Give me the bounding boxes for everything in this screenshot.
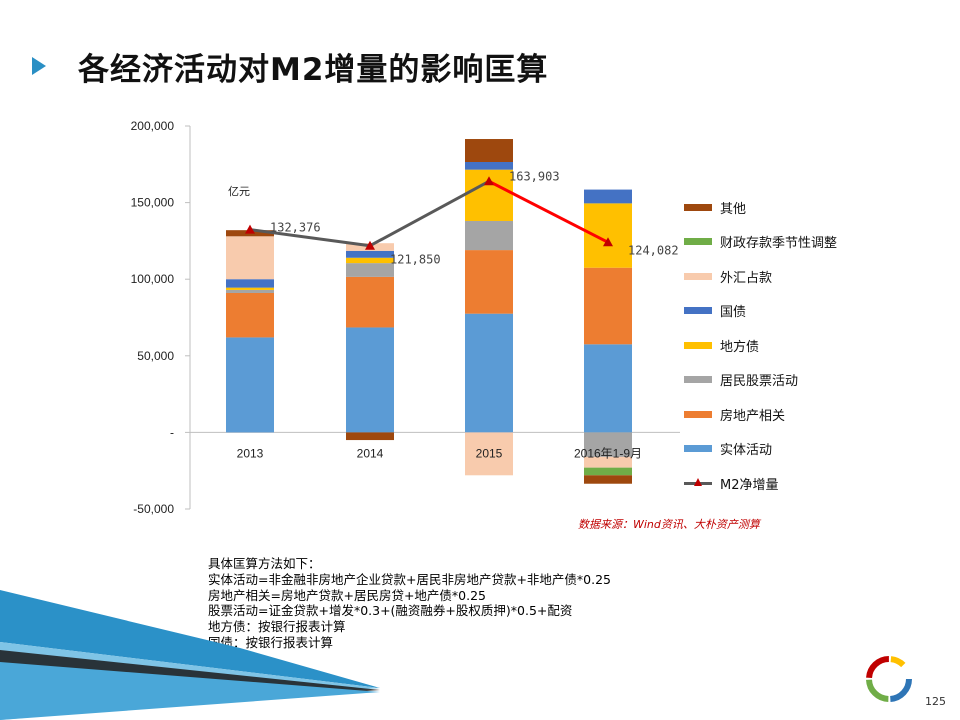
bar-segment [346,263,394,277]
slide-title: 各经济活动对M2增量的影响匡算 [78,52,549,88]
legend-item: 居民股票活动 [684,363,837,398]
y-tick-label: 150,000 [131,196,175,210]
bar-segment [584,432,632,457]
legend-swatch [684,307,712,315]
m2-marker [484,176,494,186]
bar-segment [465,432,513,476]
legend-swatch [684,410,712,418]
x-tick-label: 2016年1-9月 [574,446,642,460]
bar-segment [346,250,394,258]
m2-data-label: 124,082 [628,243,679,257]
title-bullet [32,57,46,75]
legend-label: 实体活动 [720,443,773,459]
m2-line-segment [488,179,609,244]
legend-item: 实体活动 [684,432,837,467]
legend-label: 国债 [720,305,747,321]
legend-label: M2净增量 [720,477,779,493]
y-tick-label: 100,000 [131,272,175,286]
legend-swatch [684,203,712,211]
m2-marker [365,240,375,250]
bar-segment [465,313,513,433]
y-tick-label: -50,000 [133,502,174,516]
bar-segment [346,276,394,328]
x-tick-label: 2013 [237,446,264,460]
legend-swatch [684,272,712,280]
note-line: 股票活动=证金贷款+增发*0.3+(融资融券+股权质押)*0.5+配资 [208,603,573,619]
legend-label: 其他 [720,201,747,217]
x-tick-label: 2015 [476,446,503,460]
m2-line-segment [249,228,371,248]
y-tick-label: 50,000 [137,349,174,363]
bar-segment [346,432,394,441]
legend-label: 地方债 [720,339,760,355]
page-number: 125 [925,695,946,708]
legend-item: 地方债 [684,328,837,363]
note-line: 具体匡算方法如下： [208,556,321,571]
bar-segment [584,475,632,484]
company-logo-icon [866,656,912,702]
bar-segment [346,327,394,433]
bar-segment [465,139,513,163]
bar-segment [584,456,632,468]
method-notes: 具体匡算方法如下： 实体活动=非金融非房地产企业贷款+居民非房地产贷款+非地产债… [208,556,611,651]
legend-swatch [684,238,712,246]
legend-label: 房地产相关 [720,408,786,424]
x-tick-label: 2014 [357,446,384,460]
legend-item: 房地产相关 [684,397,837,432]
bar-segment [226,236,274,280]
m2-marker [245,224,255,234]
bar-segment [584,267,632,345]
m2-marker [603,237,613,247]
bar-segment [226,292,274,338]
note-line: 地方债：按银行报表计算 [208,619,346,635]
bar-segment [584,203,632,268]
bar-segment [226,337,274,433]
m2-data-label: 163,903 [509,169,560,183]
legend-item: 国债 [684,294,837,329]
data-source: 数据来源：Wind资讯、大朴资产测算 [578,518,760,531]
bar-segment [226,287,274,290]
note-line: 实体活动=非金融非房地产企业贷款+居民非房地产贷款+非地产债*0.25 [208,571,612,587]
legend-swatch [684,376,712,384]
legend-label: 财政存款季节性调整 [720,236,838,252]
legend-item: M2净增量 [684,466,837,501]
bar-segment [584,189,632,204]
y-tick-label: 200,000 [131,119,175,133]
chart-legend: 其他财政存款季节性调整 外汇占款国债地方债居民股票活动 房地产相关实体活动 M2净增量 [684,190,837,501]
legend-item: 外汇占款 [684,259,837,294]
legend-label: 居民股票活动 [720,374,799,390]
bar-segment [226,279,274,288]
bar-segment [584,344,632,433]
y-tick-label: - [170,425,174,439]
m2-data-label: 121,850 [390,253,441,267]
m2-data-label: 132,376 [270,221,321,235]
legend-item: 其他 [684,190,837,225]
unit-label: 亿元 [228,185,250,198]
bar-segment [346,257,394,264]
bar-segment [465,220,513,251]
legend-label: 外汇占款 [720,270,773,286]
legend-swatch [684,445,712,453]
legend-line-swatch [684,476,712,490]
note-line: 国债：按银行报表计算 [208,634,334,650]
note-line: 房地产相关=房地产贷款+居民房贷+地产债*0.25 [208,587,487,603]
bar-segment [465,162,513,170]
legend-item: 财政存款季节性调整 [684,225,837,260]
bar-segment [584,467,632,476]
m2-line-segment [369,179,490,248]
bar-segment [226,289,274,293]
legend-swatch [684,341,712,349]
bar-segment [465,250,513,314]
corner-decoration [0,590,380,720]
